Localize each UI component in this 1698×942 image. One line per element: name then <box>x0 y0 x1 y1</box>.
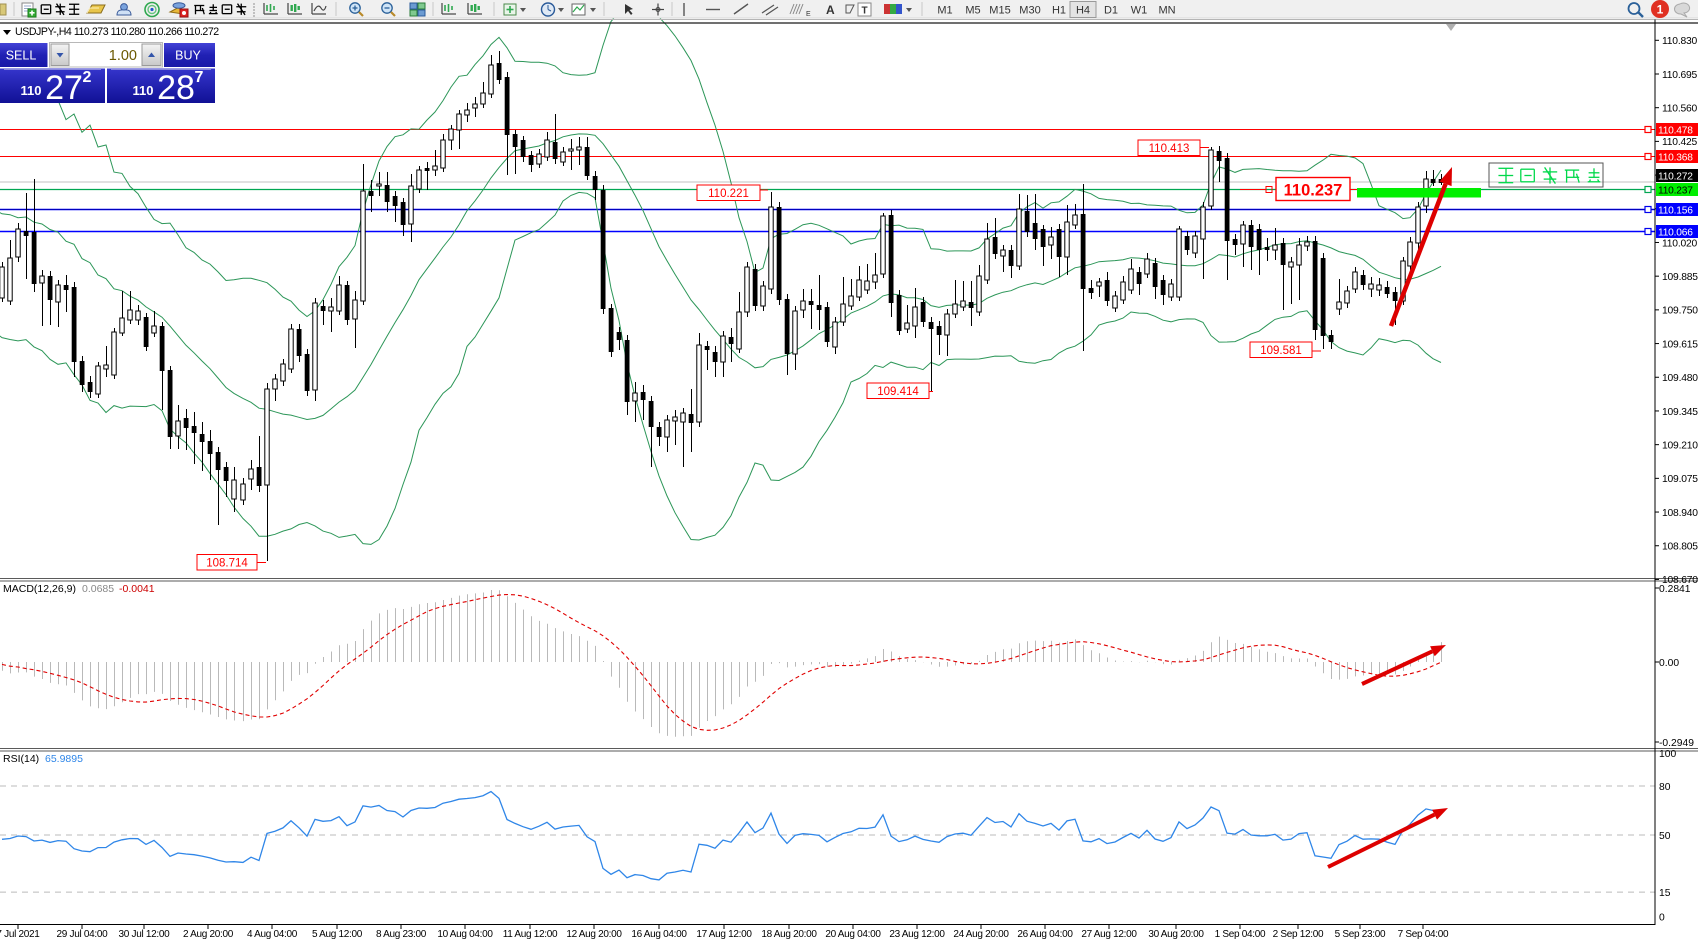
svg-text:109.210: 109.210 <box>1662 441 1698 452</box>
svg-text:20 Aug 04:00: 20 Aug 04:00 <box>825 929 881 940</box>
svg-text:28: 28 <box>157 69 195 107</box>
svg-text:110.156: 110.156 <box>1658 205 1693 216</box>
svg-text:M5: M5 <box>965 5 980 17</box>
svg-text:7 Jul 2021: 7 Jul 2021 <box>0 929 40 940</box>
svg-text:65.9895: 65.9895 <box>45 753 83 765</box>
svg-text:2: 2 <box>83 69 92 86</box>
svg-text:0.00: 0.00 <box>1659 658 1679 669</box>
svg-text:15: 15 <box>1659 888 1671 899</box>
svg-text:110.425: 110.425 <box>1662 137 1698 148</box>
svg-text:109.750: 109.750 <box>1662 306 1698 317</box>
svg-text:SELL: SELL <box>6 49 37 63</box>
svg-text:110: 110 <box>21 83 42 98</box>
svg-text:110.221: 110.221 <box>708 188 749 200</box>
svg-text:0: 0 <box>1659 912 1665 923</box>
svg-text:109.345: 109.345 <box>1662 407 1698 418</box>
svg-text:2 Sep 12:00: 2 Sep 12:00 <box>1273 929 1324 940</box>
svg-text:110.368: 110.368 <box>1658 152 1693 163</box>
svg-text:MACD(12,26,9): MACD(12,26,9) <box>3 583 76 595</box>
svg-text:MN: MN <box>1158 5 1175 17</box>
svg-text:17 Aug 12:00: 17 Aug 12:00 <box>696 929 752 940</box>
svg-text:5 Sep 23:00: 5 Sep 23:00 <box>1335 929 1386 940</box>
svg-text:USDJPY-,H4 110.273 110.280 11: USDJPY-,H4 110.273 110.280 110.266 110.2… <box>15 26 219 38</box>
svg-text:30 Jul 12:00: 30 Jul 12:00 <box>119 929 171 940</box>
svg-text:30 Aug 20:00: 30 Aug 20:00 <box>1148 929 1204 940</box>
svg-text:E: E <box>806 11 811 18</box>
svg-text:H4: H4 <box>1076 5 1090 17</box>
svg-text:110.237: 110.237 <box>1284 182 1343 200</box>
svg-text:11 Aug 12:00: 11 Aug 12:00 <box>503 929 558 940</box>
svg-text:RSI(14): RSI(14) <box>3 753 39 765</box>
svg-text:110.413: 110.413 <box>1149 143 1190 155</box>
svg-text:-0.0041: -0.0041 <box>119 583 155 595</box>
svg-text:16 Aug 04:00: 16 Aug 04:00 <box>631 929 687 940</box>
svg-text:110.066: 110.066 <box>1658 227 1693 238</box>
svg-text:7: 7 <box>195 69 204 86</box>
svg-text:0.2841: 0.2841 <box>1659 584 1691 595</box>
svg-text:23 Aug 12:00: 23 Aug 12:00 <box>889 929 945 940</box>
svg-text:110.695: 110.695 <box>1662 70 1698 81</box>
svg-text:100: 100 <box>1659 749 1676 760</box>
svg-text:50: 50 <box>1659 831 1671 842</box>
svg-text:27 Aug 12:00: 27 Aug 12:00 <box>1081 929 1137 940</box>
svg-text:-0.2949: -0.2949 <box>1659 738 1694 749</box>
svg-text:M1: M1 <box>937 5 952 17</box>
svg-text:10 Aug 04:00: 10 Aug 04:00 <box>437 929 493 940</box>
svg-text:1.00: 1.00 <box>109 48 137 64</box>
svg-text:109.480: 109.480 <box>1662 373 1698 384</box>
svg-text:109.581: 109.581 <box>1260 345 1302 357</box>
svg-text:110.020: 110.020 <box>1662 238 1698 249</box>
svg-text:1: 1 <box>1657 3 1664 17</box>
svg-text:110.560: 110.560 <box>1662 104 1698 115</box>
svg-text:4 Aug 04:00: 4 Aug 04:00 <box>247 929 298 940</box>
svg-text:27: 27 <box>45 69 83 107</box>
svg-text:W1: W1 <box>1131 5 1148 17</box>
svg-text:110.478: 110.478 <box>1658 125 1693 136</box>
svg-text:M30: M30 <box>1019 5 1040 17</box>
svg-text:108.940: 108.940 <box>1662 508 1698 519</box>
svg-text:109.885: 109.885 <box>1662 272 1698 283</box>
svg-text:109.615: 109.615 <box>1662 339 1698 350</box>
svg-text:7 Sep 04:00: 7 Sep 04:00 <box>1398 929 1449 940</box>
svg-text:110: 110 <box>133 83 154 98</box>
svg-text:T: T <box>861 6 867 17</box>
svg-text:110.830: 110.830 <box>1662 36 1698 47</box>
svg-text:110.272: 110.272 <box>1658 171 1693 182</box>
svg-text:108.670: 108.670 <box>1662 575 1698 586</box>
svg-text:M15: M15 <box>989 5 1010 17</box>
svg-text:109.414: 109.414 <box>877 386 919 398</box>
svg-text:108.805: 108.805 <box>1662 542 1698 553</box>
svg-text:109.075: 109.075 <box>1662 474 1698 485</box>
svg-text:24 Aug 20:00: 24 Aug 20:00 <box>953 929 1009 940</box>
svg-text:80: 80 <box>1659 782 1671 793</box>
svg-text:108.714: 108.714 <box>206 558 248 570</box>
svg-text:H1: H1 <box>1052 5 1066 17</box>
svg-text:A: A <box>826 3 835 17</box>
svg-text:5 Aug 12:00: 5 Aug 12:00 <box>312 929 363 940</box>
svg-text:18 Aug 20:00: 18 Aug 20:00 <box>761 929 817 940</box>
svg-text:D1: D1 <box>1104 5 1118 17</box>
svg-text:1 Sep 04:00: 1 Sep 04:00 <box>1215 929 1266 940</box>
svg-text:BUY: BUY <box>175 49 201 63</box>
svg-text:2 Aug 20:00: 2 Aug 20:00 <box>183 929 234 940</box>
svg-text:29 Jul 04:00: 29 Jul 04:00 <box>57 929 109 940</box>
svg-text:12 Aug 20:00: 12 Aug 20:00 <box>566 929 622 940</box>
svg-text:110.237: 110.237 <box>1658 185 1693 196</box>
svg-text:0.0685: 0.0685 <box>82 583 114 595</box>
svg-text:26 Aug 04:00: 26 Aug 04:00 <box>1017 929 1073 940</box>
svg-text:8 Aug 23:00: 8 Aug 23:00 <box>376 929 427 940</box>
